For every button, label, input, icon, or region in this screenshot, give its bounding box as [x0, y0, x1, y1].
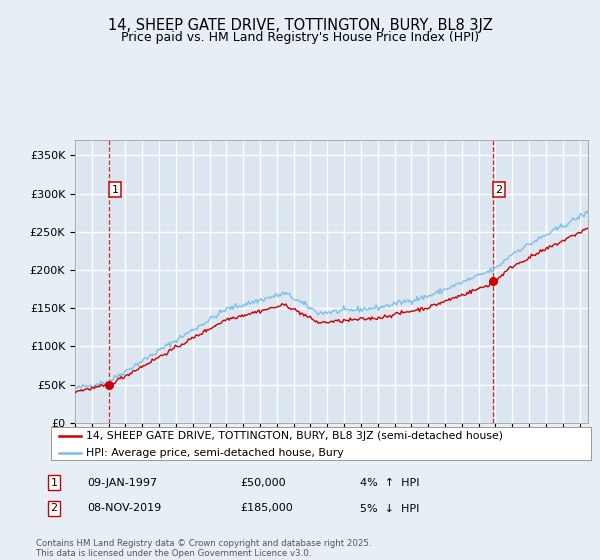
Text: Contains HM Land Registry data © Crown copyright and database right 2025.
This d: Contains HM Land Registry data © Crown c… [36, 539, 371, 558]
Text: HPI: Average price, semi-detached house, Bury: HPI: Average price, semi-detached house,… [86, 448, 344, 458]
Text: 14, SHEEP GATE DRIVE, TOTTINGTON, BURY, BL8 3JZ: 14, SHEEP GATE DRIVE, TOTTINGTON, BURY, … [107, 18, 493, 33]
Text: 08-NOV-2019: 08-NOV-2019 [87, 503, 161, 514]
Text: Price paid vs. HM Land Registry's House Price Index (HPI): Price paid vs. HM Land Registry's House … [121, 31, 479, 44]
Text: 1: 1 [50, 478, 58, 488]
Text: 09-JAN-1997: 09-JAN-1997 [87, 478, 157, 488]
Text: 4%  ↑  HPI: 4% ↑ HPI [360, 478, 419, 488]
Text: £50,000: £50,000 [240, 478, 286, 488]
Text: 14, SHEEP GATE DRIVE, TOTTINGTON, BURY, BL8 3JZ (semi-detached house): 14, SHEEP GATE DRIVE, TOTTINGTON, BURY, … [86, 431, 503, 441]
Text: 5%  ↓  HPI: 5% ↓ HPI [360, 503, 419, 514]
Text: 1: 1 [112, 185, 119, 195]
Text: £185,000: £185,000 [240, 503, 293, 514]
Text: 2: 2 [496, 185, 503, 195]
Text: 2: 2 [50, 503, 58, 514]
